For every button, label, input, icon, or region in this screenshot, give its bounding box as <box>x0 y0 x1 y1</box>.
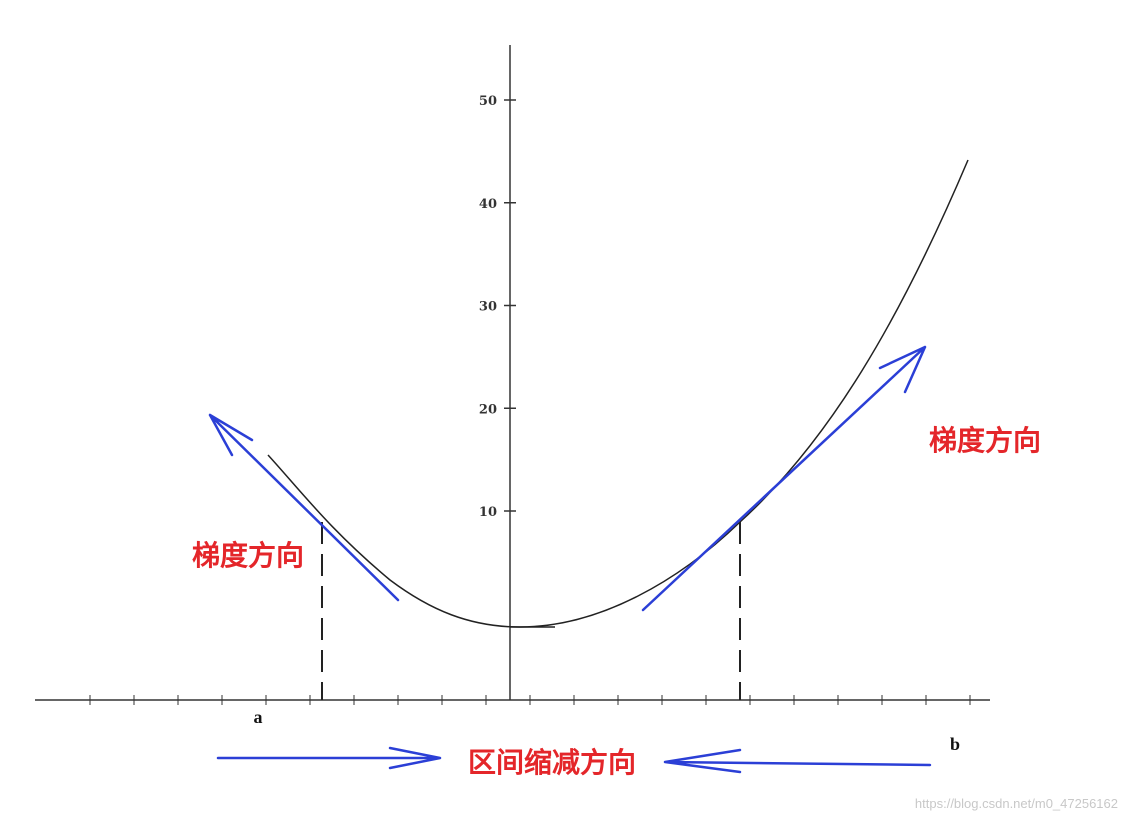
right-gradient-arrow <box>641 345 927 612</box>
shrink-label: 区间缩减方向 <box>468 746 636 779</box>
y-tick-label: 50 <box>479 94 497 109</box>
y-tick-label: 30 <box>479 300 497 315</box>
y-tick-label: 40 <box>479 197 497 212</box>
left-shrink-arrow <box>663 748 932 774</box>
right-gradient-label: 梯度方向 <box>929 424 1041 457</box>
x-minor-ticks <box>89 695 971 705</box>
watermark: https://blog.csdn.net/m0_47256162 <box>915 796 1118 811</box>
left-gradient-arrow <box>208 413 400 602</box>
y-tick-label: 20 <box>479 402 497 417</box>
curve <box>267 159 969 628</box>
right-shrink-arrow <box>216 746 442 770</box>
arrows <box>208 345 932 774</box>
label-a: a <box>254 707 263 727</box>
y-tick-label: 10 <box>479 505 497 520</box>
left-gradient-label: 梯度方向 <box>192 539 304 572</box>
label-b: b <box>950 734 960 754</box>
